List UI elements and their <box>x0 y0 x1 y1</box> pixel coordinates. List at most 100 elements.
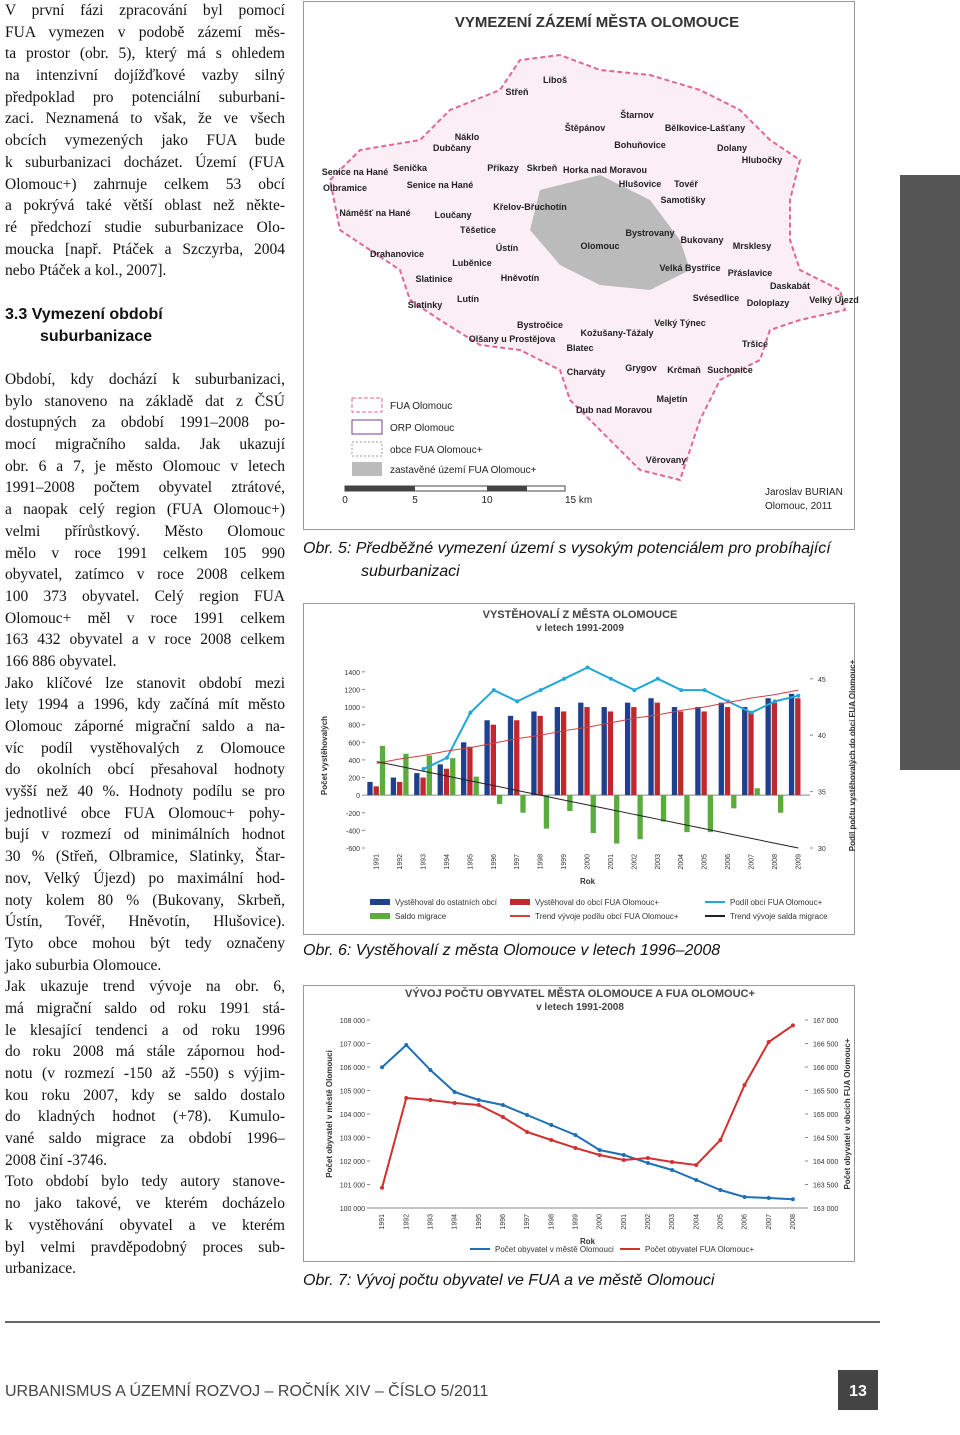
text-line: ré předchozí studie suburbanizace Olo- <box>5 218 285 236</box>
text-line: 30 % (Střeň, Olbramice, Slatinky, Štar- <box>5 848 285 866</box>
place-label: Suchonice <box>707 365 753 375</box>
bar <box>397 781 403 796</box>
bar <box>484 720 490 796</box>
y-tick-label: 166 500 <box>813 1042 838 1049</box>
place-label: Lutín <box>457 294 479 304</box>
y-tick-label: 800 <box>348 723 360 730</box>
text-line: jako suburbia Olomouce. <box>5 956 162 974</box>
point <box>491 688 496 693</box>
y-tick-label: 1400 <box>344 670 360 677</box>
text-line: FUA vymezen v podobě zázemí měs- <box>5 23 285 41</box>
text-line: obyvatel, zatímco v roce 2008 celkem <box>5 566 285 584</box>
bar <box>607 711 614 796</box>
x-axis-label: Rok <box>580 1237 596 1246</box>
bar <box>467 746 473 796</box>
bar <box>426 755 432 796</box>
x-tick-label: 2000 <box>597 1214 604 1230</box>
x-tick-label: 1997 <box>524 1214 531 1230</box>
figure-caption: Obr. 6: Vystěhovalí z města Olomouce v l… <box>303 942 720 959</box>
bar <box>520 795 526 813</box>
point <box>597 1148 602 1153</box>
scale-bar <box>345 486 415 491</box>
x-tick-label: 2002 <box>645 1214 652 1230</box>
y-tick-label: 164 500 <box>813 1136 838 1143</box>
bar <box>543 795 550 829</box>
place-label: Věrovany <box>646 455 687 465</box>
text-line: ta prostor (obr. 5), který má s ohledem <box>5 45 285 63</box>
map-legend-label: FUA Olomouc <box>390 401 452 412</box>
map-author: Jaroslav BURIAN <box>765 487 843 498</box>
point <box>655 676 660 681</box>
bar <box>496 795 503 804</box>
bar <box>531 711 537 796</box>
point <box>790 1197 795 1202</box>
x-tick-label: 2007 <box>748 854 755 870</box>
bar <box>624 702 631 796</box>
place-label: Olomouc <box>580 241 619 251</box>
point <box>525 1130 530 1135</box>
bar <box>420 777 426 796</box>
point <box>428 1097 433 1102</box>
text-line: víc podíl vystěhovalých z Olomouce <box>5 739 285 757</box>
point <box>562 676 567 681</box>
bar <box>654 702 660 796</box>
x-axis-label: Rok <box>580 877 596 886</box>
journal-name: URBANISMUS A ÚZEMNÍ ROZVOJ – ROČNÍK XIV … <box>5 1381 488 1400</box>
point <box>549 1137 554 1142</box>
legend-label: Vystěhoval do obcí FUA Olomouc+ <box>535 898 659 907</box>
x-tick-label: 2003 <box>669 1214 676 1230</box>
place-label: Senička <box>393 163 428 173</box>
legend-label: Podíl obcí FUA Olomouc+ <box>730 898 823 907</box>
text-line: le klesající tendenci a od roku 1996 <box>5 1021 285 1039</box>
text-line: do kladných hodnot (+78). Kumulo- <box>5 1108 285 1126</box>
legend-label: Počet obyvatel FUA Olomouc+ <box>645 1245 754 1254</box>
text-line: dostupných za období 1991–2008 po- <box>5 414 285 432</box>
bar <box>637 795 643 840</box>
y-tick-label: 102 000 <box>340 1159 365 1166</box>
text-line: Jako klíčové lze stanovit období mezi <box>5 674 285 692</box>
place-label: Daskabát <box>770 281 810 291</box>
place-label: Hlubočky <box>742 155 783 165</box>
place-label: Senice na Hané <box>407 180 474 190</box>
place-label: Charváty <box>567 367 606 377</box>
point <box>796 693 801 698</box>
place-label: Olbramice <box>323 183 367 193</box>
point <box>694 1178 699 1183</box>
scale-label: 10 <box>481 495 493 506</box>
point <box>694 1162 699 1167</box>
x-tick-label: 2004 <box>678 854 685 870</box>
text-line: Olomouc záporné migrační saldo a na- <box>5 718 285 735</box>
page-number: 13 <box>849 1383 867 1400</box>
legend-swatch <box>351 397 383 413</box>
place-label: Velká Bystřice <box>659 263 720 273</box>
place-label: Náklo <box>455 132 480 142</box>
bar <box>490 724 497 796</box>
point <box>468 710 473 715</box>
point <box>742 1195 747 1200</box>
x-tick-label: 1993 <box>421 854 428 870</box>
text-line: předpoklad pro potenciální suburbani- <box>5 88 285 106</box>
text-line: 100 373 obyvatel. Celý region FUA <box>5 587 285 605</box>
point <box>380 1185 385 1190</box>
bar <box>731 795 737 809</box>
place-label: Horka nad Moravou <box>563 165 647 175</box>
bar <box>614 795 620 844</box>
bar <box>390 777 397 796</box>
point <box>476 1103 481 1108</box>
legend-swatch <box>351 419 383 435</box>
x-tick-label: 2005 <box>717 1214 724 1230</box>
x-tick-label: 1992 <box>403 1214 410 1230</box>
bar <box>742 707 748 796</box>
y-tick-label: 106 000 <box>340 1065 365 1072</box>
bar <box>718 702 724 796</box>
place-label: Náměšť na Hané <box>339 208 410 218</box>
line <box>381 1043 793 1201</box>
bar <box>724 707 731 796</box>
point <box>421 767 426 772</box>
text-line: mělo v roce 1991 celkem 105 990 <box>5 544 285 562</box>
y-tick-label: 163 500 <box>813 1183 838 1190</box>
line <box>376 761 799 849</box>
place-label: Olšany u Prostějova <box>469 334 557 344</box>
place-label: Kožušany-Tážaly <box>580 328 653 338</box>
